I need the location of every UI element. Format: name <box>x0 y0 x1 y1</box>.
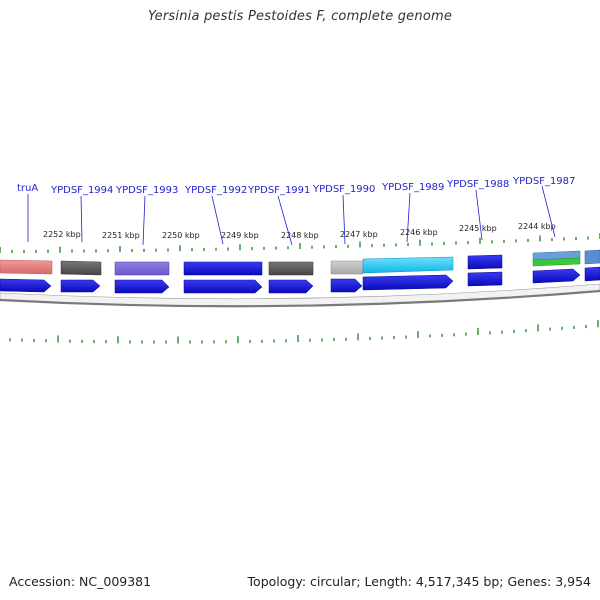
gene-label-ypdsf-1993[interactable]: YPDSF_1993 <box>115 185 178 196</box>
feature-track-strand <box>0 266 600 294</box>
gene-block-trua[interactable] <box>0 259 53 275</box>
leader-line <box>211 195 224 245</box>
kbp-label: 2249 kbp <box>221 231 259 240</box>
leader-line <box>475 189 483 241</box>
cds-arrow[interactable] <box>60 279 101 293</box>
feature-track-outer <box>0 249 600 276</box>
kbp-label: 2251 kbp <box>102 231 140 240</box>
gene-label-ypdsf-1989[interactable]: YPDSF_1989 <box>381 182 444 193</box>
accession-value: NC_009381 <box>79 574 152 589</box>
kbp-label: 2252 kbp <box>43 230 81 239</box>
length-value: 4,517,345 bp; <box>415 574 504 589</box>
cds-arrow[interactable] <box>362 274 454 291</box>
kbp-label: 2244 kbp <box>518 222 556 231</box>
gene-label-ypdsf-1991[interactable]: YPDSF_1991 <box>247 185 310 196</box>
length-label: Length: <box>364 574 412 589</box>
cds-arrow[interactable] <box>0 278 52 293</box>
gene-block-ypdsf-1988[interactable] <box>467 254 503 270</box>
kbp-label: 2250 kbp <box>162 231 200 240</box>
tick-row-inner <box>9 320 599 344</box>
gene-block-ypdsf-1992[interactable] <box>183 261 263 276</box>
gene-block-ypdsf-1989[interactable] <box>362 256 454 274</box>
leader-line <box>80 195 83 243</box>
gene-label-truA[interactable]: truA <box>17 183 38 194</box>
leader-line <box>406 192 411 243</box>
topology-value: circular; <box>310 574 361 589</box>
map-title: Yersinia pestis Pestoides F, complete ge… <box>147 9 453 24</box>
cds-arrow[interactable] <box>114 279 170 294</box>
tick-row-outer <box>0 233 600 253</box>
gene-label-ypdsf-1994[interactable]: YPDSF_1994 <box>50 185 113 196</box>
cds-arrow[interactable] <box>183 279 263 294</box>
cds-arrow[interactable] <box>532 268 581 284</box>
gene-label-ypdsf-1990[interactable]: YPDSF_1990 <box>312 184 375 195</box>
leader-line <box>142 195 146 246</box>
kbp-label: 2246 kbp <box>400 228 438 237</box>
gene-block-edge[interactable] <box>584 249 600 265</box>
cds-arrow[interactable] <box>330 278 363 293</box>
genome-stats-line: Topology: circular; Length: 4,517,345 bp… <box>248 574 591 589</box>
genes-label: Genes: <box>507 574 552 589</box>
gene-label-ypdsf-1988[interactable]: YPDSF_1988 <box>446 179 509 190</box>
kbp-label: 2248 kbp <box>281 231 319 240</box>
leader-line <box>342 194 346 245</box>
leader-line <box>541 185 556 238</box>
gene-block-ypdsf-1987-b[interactable] <box>532 257 581 267</box>
gene-block-ypdsf-1993[interactable] <box>114 261 170 276</box>
genes-value: 3,954 <box>555 574 591 589</box>
topology-label: Topology: <box>247 574 307 589</box>
gene-block-ypdsf-1994[interactable] <box>60 260 102 276</box>
leader-line <box>277 195 293 246</box>
gene-label-ypdsf-1987[interactable]: YPDSF_1987 <box>512 176 575 187</box>
backbone-edge <box>0 289 600 308</box>
gene-block-ypdsf-1990[interactable] <box>330 260 364 275</box>
gene-label-group[interactable]: truA YPDSF_1994 YPDSF_1993 YPDSF_1992 YP… <box>17 176 575 246</box>
cds-arrow[interactable] <box>584 266 600 282</box>
gene-block-ypdsf-1991[interactable] <box>268 261 314 276</box>
gene-label-ypdsf-1992[interactable]: YPDSF_1992 <box>184 185 247 196</box>
cds-arrow[interactable] <box>467 271 503 287</box>
kbp-label: 2247 kbp <box>340 230 378 239</box>
cds-arrow[interactable] <box>268 279 314 294</box>
accession-line: Accession: NC_009381 <box>9 574 151 589</box>
kbp-label: 2245 kbp <box>459 224 497 233</box>
accession-label: Accession: <box>9 574 76 589</box>
